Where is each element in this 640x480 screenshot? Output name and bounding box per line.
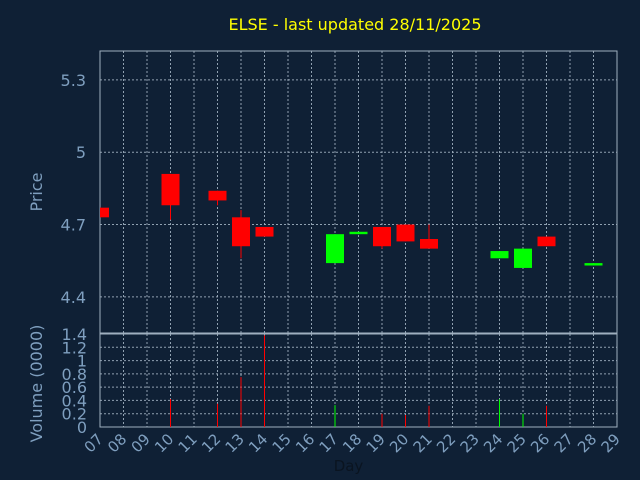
volume-ytick-label: 0.4 — [62, 391, 87, 410]
candle-body — [373, 226, 391, 247]
x-tick-label: 26 — [527, 430, 553, 456]
x-tick-label: 19 — [363, 430, 389, 456]
volume-ytick-label: 0 — [77, 418, 87, 437]
candle-body — [490, 251, 509, 259]
price-panel-frame — [99, 50, 618, 334]
x-tick-label: 12 — [198, 430, 224, 456]
candle-body — [420, 239, 438, 249]
price-ytick-label: 4.7 — [61, 216, 86, 235]
x-tick-label: 23 — [457, 430, 483, 456]
candle-body — [100, 207, 109, 218]
candles-group — [100, 173, 603, 268]
candle-body — [326, 234, 344, 264]
candle-body — [232, 217, 250, 247]
x-tick-label: 24 — [480, 430, 506, 456]
volume-panel-frame — [99, 333, 618, 428]
x-tick-label: 18 — [339, 430, 365, 456]
chart-title: ELSE - last updated 28/11/2025 — [228, 15, 481, 34]
x-tick-label: 20 — [386, 430, 412, 456]
x-tick-label: 28 — [574, 430, 600, 456]
x-tick-label: 25 — [504, 430, 530, 456]
candle-body — [161, 173, 180, 206]
candle-body — [514, 248, 532, 268]
candle-body — [349, 231, 368, 235]
x-tick-label: 09 — [128, 430, 154, 456]
x-tick-label: 10 — [151, 430, 177, 456]
candle-body — [208, 190, 227, 201]
x-tick-label: 22 — [433, 430, 459, 456]
price-ytick-label: 5.3 — [61, 71, 86, 90]
x-tick-label: 13 — [222, 430, 248, 456]
volume-ytick-label: 1.4 — [62, 325, 87, 344]
volume-ytick-label: 0.8 — [62, 365, 87, 384]
x-tick-label: 15 — [269, 430, 295, 456]
candle-body — [584, 263, 603, 266]
x-tick-label: 11 — [175, 430, 201, 456]
x-tick-label: 27 — [551, 430, 577, 456]
x-tick-label: 08 — [104, 430, 130, 456]
volume-ytick-label: 0.6 — [62, 378, 87, 397]
x-tick-label: 29 — [598, 430, 624, 456]
x-tick-label: 17 — [316, 430, 342, 456]
price-ytick-label: 5 — [76, 143, 86, 162]
x-axis-label: Day — [334, 457, 364, 475]
price-axis-label: Price — [27, 172, 46, 211]
volume-ytick-label: 1.2 — [62, 338, 87, 357]
candle-body — [537, 236, 556, 247]
x-tick-label: 21 — [410, 430, 436, 456]
x-tick-label: 16 — [292, 430, 318, 456]
x-tick-label: 14 — [245, 430, 271, 456]
volume-ytick-label: 0.2 — [62, 405, 87, 424]
price-ytick-label: 4.4 — [61, 288, 86, 307]
candle-body — [255, 226, 274, 237]
volume-axis-label: Volume (0000) — [27, 325, 46, 443]
volume-ytick-label: 1 — [77, 352, 87, 371]
candle-body — [396, 224, 415, 242]
